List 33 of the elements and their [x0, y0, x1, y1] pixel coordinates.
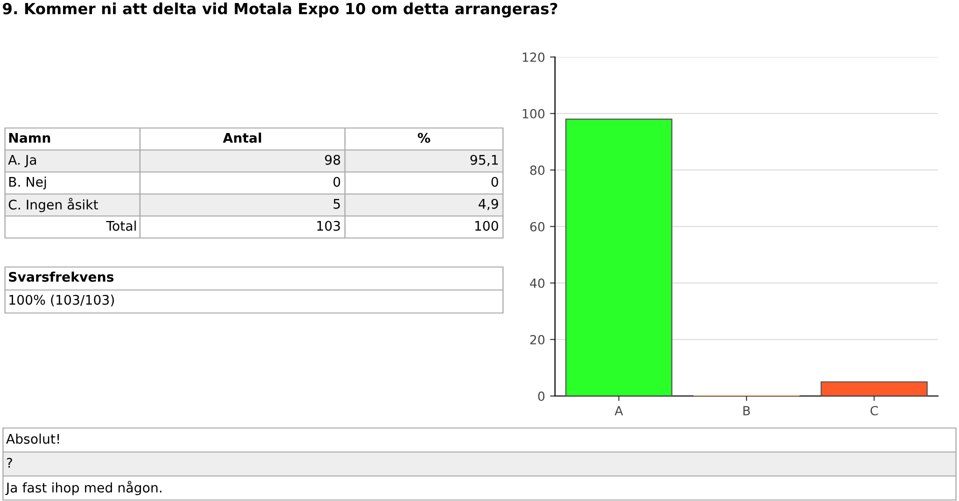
bar	[565, 118, 672, 396]
text: 5	[334, 199, 340, 209]
text: A. Ja	[8, 155, 36, 168]
text: 4,9	[478, 198, 498, 210]
text: Total	[106, 220, 136, 231]
text: 0	[491, 176, 498, 187]
text: Ja fast ihop med någon.	[5, 480, 162, 496]
text: 0	[333, 176, 340, 187]
y-tick-label: 60	[530, 222, 544, 232]
text: 100	[475, 220, 498, 231]
text: ?	[6, 458, 12, 468]
text: Antal	[222, 132, 262, 143]
text: 100% (103/103)	[9, 294, 114, 306]
text: 95,1	[470, 154, 498, 166]
x-tick-label: B	[743, 406, 750, 416]
text: Absolut!	[6, 434, 59, 444]
text: Svarsfrekvens	[8, 272, 114, 282]
y-tick-label: 0	[538, 391, 544, 401]
text: %	[418, 132, 430, 143]
y-tick-label: 80	[530, 165, 544, 175]
y-tick-label: 120	[522, 52, 544, 62]
text: B. Nej	[9, 176, 46, 190]
bar	[820, 381, 928, 396]
text: 103	[317, 220, 340, 231]
text: Namn	[9, 133, 50, 143]
text: 98	[325, 154, 340, 165]
x-tick-label: C	[870, 406, 878, 416]
x-tick-label: A	[614, 406, 624, 416]
y-tick-label: 20	[530, 334, 544, 344]
y-tick-label: 100	[522, 108, 544, 118]
text: 9. Kommer ni att delta vid Motala Expo 10 om detta arrangeras?	[2, 2, 558, 18]
text: C. Ingen åsikt	[8, 198, 98, 212]
y-tick-label: 40	[530, 278, 544, 288]
